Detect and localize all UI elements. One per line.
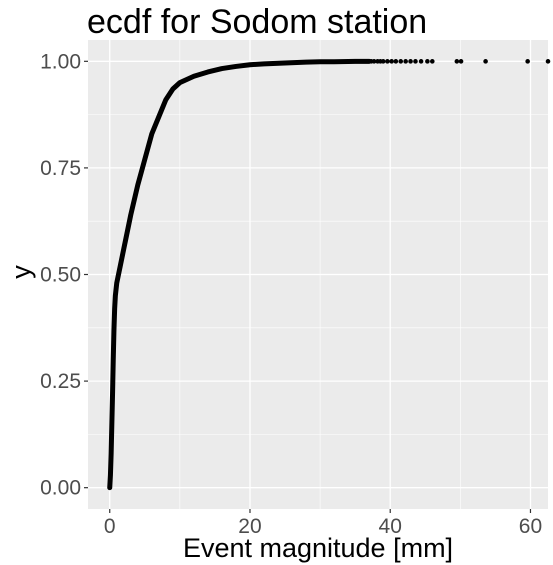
ecdf-point [425,59,430,64]
ecdf-point [455,59,460,64]
x-axis-title: Event magnitude [mm] [183,533,453,563]
ecdf-point [483,59,488,64]
y-tick-label: 0.75 [40,157,81,180]
y-tick-label: 0.25 [40,370,81,393]
ecdf-point [394,59,399,64]
ecdf-point [459,59,464,64]
ecdf-point [389,59,394,64]
chart-title: ecdf for Sodom station [87,3,427,41]
ecdf-point [398,59,403,64]
x-tick-label: 60 [519,515,542,538]
ecdf-point [381,59,386,64]
y-tick-label: 1.00 [40,50,81,73]
ecdf-point [385,59,390,64]
y-tick-label: 0.50 [40,264,81,287]
x-tick-label: 0 [104,515,116,538]
ecdf-point [525,59,530,64]
ecdf-point [419,59,424,64]
ecdf-point [413,59,418,64]
y-axis-title: y [6,265,36,279]
ecdf-point [403,59,408,64]
y-axis-ticks: 0.00 0.25 0.50 0.75 1.00 [40,50,88,499]
ecdf-point [430,59,435,64]
y-tick-label: 0.00 [40,477,81,500]
ecdf-point [408,59,413,64]
ecdf-point [546,59,551,64]
